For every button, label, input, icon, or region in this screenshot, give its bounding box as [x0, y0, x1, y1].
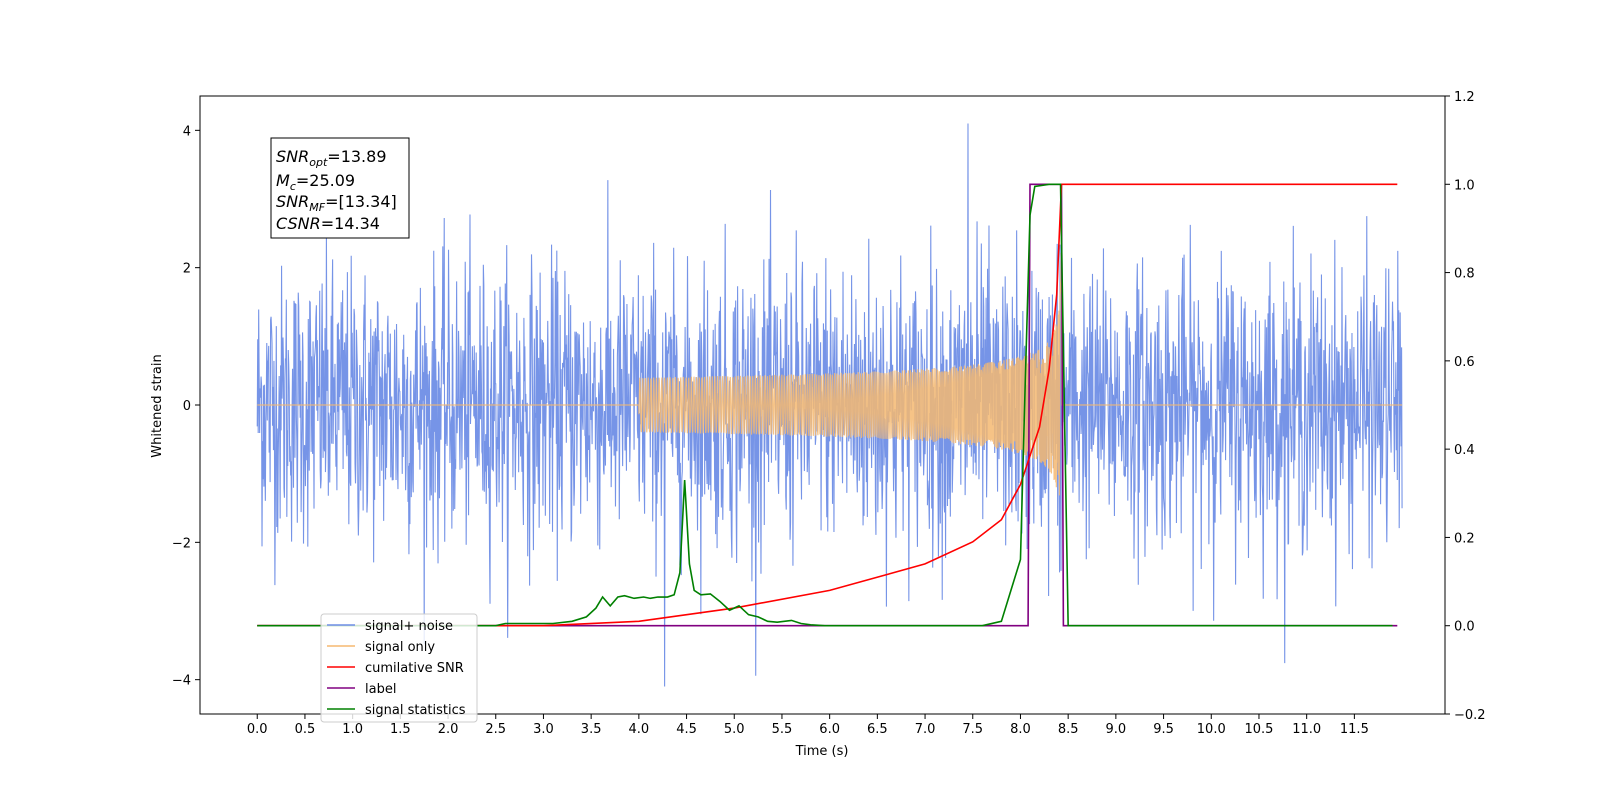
x-tick-label: 5.0 — [724, 722, 745, 737]
right-y-tick-label: 0.8 — [1454, 267, 1475, 282]
x-tick-label: 10.5 — [1244, 722, 1273, 737]
x-tick-label: 6.0 — [819, 722, 840, 737]
left-y-axis-ticks: −4 −2 0 2 4 — [172, 124, 200, 689]
x-tick-label: 7.5 — [962, 722, 983, 737]
legend-item: signal only — [327, 640, 435, 655]
left-y-tick-label: 4 — [183, 124, 191, 139]
x-tick-label: 2.5 — [485, 722, 506, 737]
legend-label: signal statistics — [365, 703, 466, 718]
series-line-signal-only — [257, 252, 1403, 496]
right-y-tick-label: 0.4 — [1454, 443, 1475, 458]
x-tick-label: 2.0 — [438, 722, 459, 737]
legend-frame — [320, 613, 478, 723]
legend-item: cumilative SNR — [327, 661, 464, 676]
x-tick-label: 7.0 — [915, 722, 936, 737]
x-tick-label: 5.5 — [772, 722, 793, 737]
x-tick-label: 1.5 — [390, 722, 411, 737]
legend: signal+ noise signal only cumilative SNR… — [320, 613, 478, 723]
annotation-frame — [270, 137, 410, 239]
left-y-tick-label: 2 — [183, 262, 191, 277]
legend-label: label — [365, 682, 396, 697]
legend-label: signal only — [365, 640, 435, 655]
series-line-cumulative-snr — [257, 183, 1398, 627]
x-tick-label: 0.5 — [295, 722, 316, 737]
x-tick-label: 4.5 — [676, 722, 697, 737]
left-y-axis-label: Whitened strain — [150, 354, 165, 457]
x-tick-label: 9.5 — [1153, 722, 1174, 737]
plot-series-layer — [256, 123, 1403, 687]
x-tick-label: 11.0 — [1292, 722, 1321, 737]
x-axis-ticks: 0.0 0.5 1.0 1.5 2.0 2.5 3.0 3.5 4.0 4.5 5.0 5.5 6.0 6… — [247, 714, 1369, 737]
x-tick-label: 0.0 — [247, 722, 268, 737]
series-line-signal-noise — [256, 123, 1403, 687]
annotation-snr-opt: SNRopt=13.89 — [276, 147, 387, 169]
x-tick-label: 11.5 — [1340, 722, 1369, 737]
x-tick-label: 4.0 — [629, 722, 650, 737]
right-y-tick-label: 0.2 — [1454, 531, 1475, 546]
legend-item: signal+ noise — [327, 619, 453, 634]
left-y-tick-label: 0 — [183, 399, 191, 414]
right-y-tick-label: 1.0 — [1454, 178, 1475, 193]
legend-label: signal+ noise — [365, 619, 453, 634]
annotation-mc: Mc=25.09 — [276, 171, 355, 193]
legend-item: signal statistics — [327, 703, 466, 718]
x-tick-label: 8.5 — [1058, 722, 1079, 737]
stats-annotation-box: SNRopt=13.89 Mc=25.09 SNRMF=[13.34] CSNR… — [270, 137, 410, 239]
annotation-csnr: CSNR=14.34 — [276, 214, 380, 233]
x-tick-label: 1.0 — [342, 722, 363, 737]
left-y-tick-label: −4 — [172, 674, 191, 689]
right-y-tick-label: −0.2 — [1454, 708, 1486, 723]
right-y-tick-label: 1.2 — [1454, 90, 1475, 105]
x-tick-label: 3.5 — [581, 722, 602, 737]
legend-label: cumilative SNR — [365, 661, 464, 676]
right-y-axis-ticks: −0.2 0.0 0.2 0.4 0.6 0.8 1.0 1.2 — [1445, 90, 1486, 723]
series-line-signal-statistics — [257, 183, 1393, 627]
x-tick-label: 6.5 — [867, 722, 888, 737]
legend-item: label — [327, 682, 396, 697]
x-tick-label: 8.0 — [1010, 722, 1031, 737]
x-axis-label: Time (s) — [795, 744, 849, 759]
right-y-tick-label: 0.0 — [1454, 620, 1475, 635]
x-tick-label: 3.0 — [533, 722, 554, 737]
x-tick-label: 9.0 — [1106, 722, 1127, 737]
annotation-snr-mf: SNRMF=[13.34] — [276, 192, 397, 214]
right-y-tick-label: 0.6 — [1454, 355, 1475, 370]
x-tick-label: 10.0 — [1197, 722, 1226, 737]
left-y-tick-label: −2 — [172, 536, 191, 551]
